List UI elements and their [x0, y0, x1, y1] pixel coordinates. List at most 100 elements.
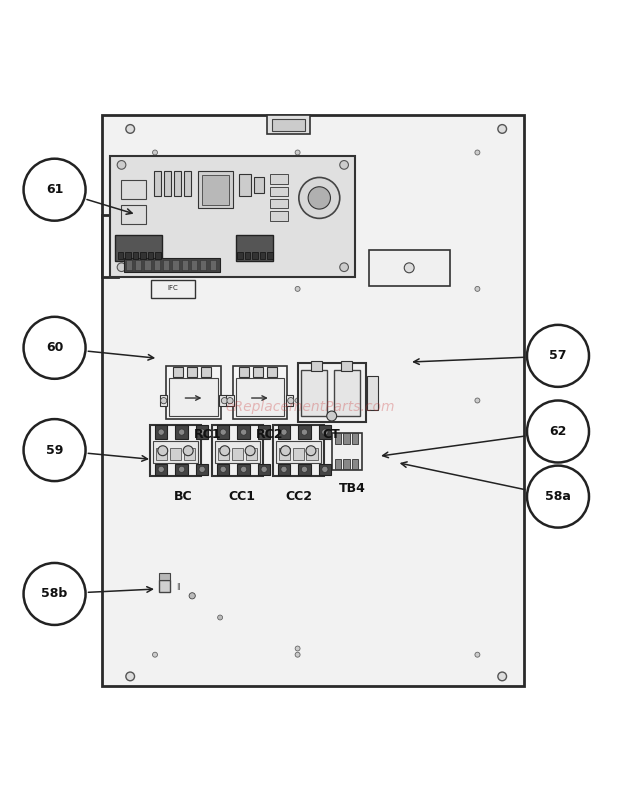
- Circle shape: [218, 615, 223, 620]
- FancyBboxPatch shape: [212, 425, 263, 476]
- Circle shape: [220, 429, 226, 435]
- FancyBboxPatch shape: [125, 252, 131, 260]
- FancyBboxPatch shape: [159, 580, 170, 592]
- FancyBboxPatch shape: [191, 260, 197, 270]
- Circle shape: [475, 150, 480, 155]
- FancyBboxPatch shape: [260, 252, 265, 260]
- Circle shape: [295, 398, 300, 403]
- Circle shape: [299, 178, 340, 219]
- FancyBboxPatch shape: [196, 425, 208, 439]
- FancyBboxPatch shape: [293, 448, 304, 460]
- FancyBboxPatch shape: [140, 252, 146, 260]
- Circle shape: [498, 125, 507, 133]
- Circle shape: [157, 446, 167, 456]
- FancyBboxPatch shape: [278, 425, 290, 439]
- Text: 58b: 58b: [42, 587, 68, 601]
- Circle shape: [295, 150, 300, 155]
- FancyBboxPatch shape: [121, 180, 146, 199]
- FancyBboxPatch shape: [218, 448, 229, 460]
- FancyBboxPatch shape: [301, 369, 327, 416]
- FancyBboxPatch shape: [272, 119, 305, 131]
- FancyBboxPatch shape: [174, 171, 181, 196]
- Circle shape: [327, 411, 337, 421]
- FancyBboxPatch shape: [246, 448, 257, 460]
- FancyBboxPatch shape: [343, 433, 350, 444]
- FancyBboxPatch shape: [160, 396, 167, 406]
- FancyBboxPatch shape: [164, 171, 171, 196]
- FancyBboxPatch shape: [217, 464, 229, 475]
- Circle shape: [527, 325, 589, 387]
- Circle shape: [475, 398, 480, 403]
- Circle shape: [288, 397, 294, 404]
- Circle shape: [24, 159, 86, 221]
- FancyBboxPatch shape: [126, 260, 132, 270]
- FancyBboxPatch shape: [298, 364, 366, 422]
- FancyBboxPatch shape: [335, 460, 341, 469]
- FancyBboxPatch shape: [332, 433, 362, 470]
- FancyBboxPatch shape: [239, 174, 251, 196]
- FancyBboxPatch shape: [270, 199, 288, 208]
- Text: eReplacementParts.com: eReplacementParts.com: [225, 400, 395, 413]
- FancyBboxPatch shape: [319, 425, 331, 439]
- Circle shape: [404, 263, 414, 273]
- FancyBboxPatch shape: [182, 260, 188, 270]
- Circle shape: [340, 160, 348, 169]
- FancyBboxPatch shape: [232, 366, 287, 419]
- FancyBboxPatch shape: [237, 252, 243, 260]
- Text: TB4: TB4: [339, 482, 366, 495]
- FancyBboxPatch shape: [341, 361, 352, 371]
- Circle shape: [117, 160, 126, 169]
- FancyBboxPatch shape: [352, 460, 358, 469]
- Circle shape: [295, 287, 300, 292]
- FancyBboxPatch shape: [175, 425, 188, 439]
- Circle shape: [221, 397, 228, 404]
- Circle shape: [153, 150, 157, 155]
- Circle shape: [301, 429, 308, 435]
- FancyBboxPatch shape: [258, 425, 270, 439]
- FancyBboxPatch shape: [202, 175, 229, 204]
- Circle shape: [179, 466, 185, 473]
- FancyBboxPatch shape: [278, 464, 290, 475]
- FancyBboxPatch shape: [253, 368, 263, 377]
- Circle shape: [261, 466, 267, 473]
- FancyBboxPatch shape: [172, 260, 179, 270]
- FancyBboxPatch shape: [155, 464, 167, 475]
- Circle shape: [527, 400, 589, 462]
- Circle shape: [220, 446, 230, 456]
- Text: CT: CT: [323, 429, 340, 441]
- FancyBboxPatch shape: [276, 441, 321, 462]
- Text: 58a: 58a: [545, 490, 571, 503]
- FancyBboxPatch shape: [135, 260, 141, 270]
- FancyBboxPatch shape: [155, 425, 167, 439]
- FancyBboxPatch shape: [270, 211, 288, 221]
- FancyBboxPatch shape: [334, 369, 360, 416]
- FancyBboxPatch shape: [217, 425, 229, 439]
- Circle shape: [153, 287, 157, 292]
- Circle shape: [322, 466, 328, 473]
- Circle shape: [322, 429, 328, 435]
- FancyBboxPatch shape: [200, 260, 206, 270]
- FancyBboxPatch shape: [184, 448, 195, 460]
- Circle shape: [301, 466, 308, 473]
- FancyBboxPatch shape: [144, 260, 151, 270]
- FancyBboxPatch shape: [226, 396, 234, 406]
- Circle shape: [158, 429, 164, 435]
- Text: IFC: IFC: [167, 284, 179, 291]
- Text: 60: 60: [46, 341, 63, 354]
- FancyBboxPatch shape: [166, 366, 221, 419]
- Text: RC2: RC2: [256, 429, 283, 441]
- Text: ||: ||: [176, 583, 181, 590]
- Circle shape: [153, 652, 157, 657]
- Circle shape: [241, 466, 247, 473]
- Circle shape: [306, 446, 316, 456]
- Text: BC: BC: [174, 490, 192, 503]
- FancyBboxPatch shape: [237, 425, 250, 439]
- FancyBboxPatch shape: [335, 433, 341, 444]
- FancyBboxPatch shape: [254, 177, 264, 193]
- Circle shape: [340, 263, 348, 272]
- FancyBboxPatch shape: [245, 252, 250, 260]
- FancyBboxPatch shape: [279, 448, 290, 460]
- FancyBboxPatch shape: [298, 425, 311, 439]
- FancyBboxPatch shape: [201, 368, 211, 377]
- FancyBboxPatch shape: [367, 376, 378, 410]
